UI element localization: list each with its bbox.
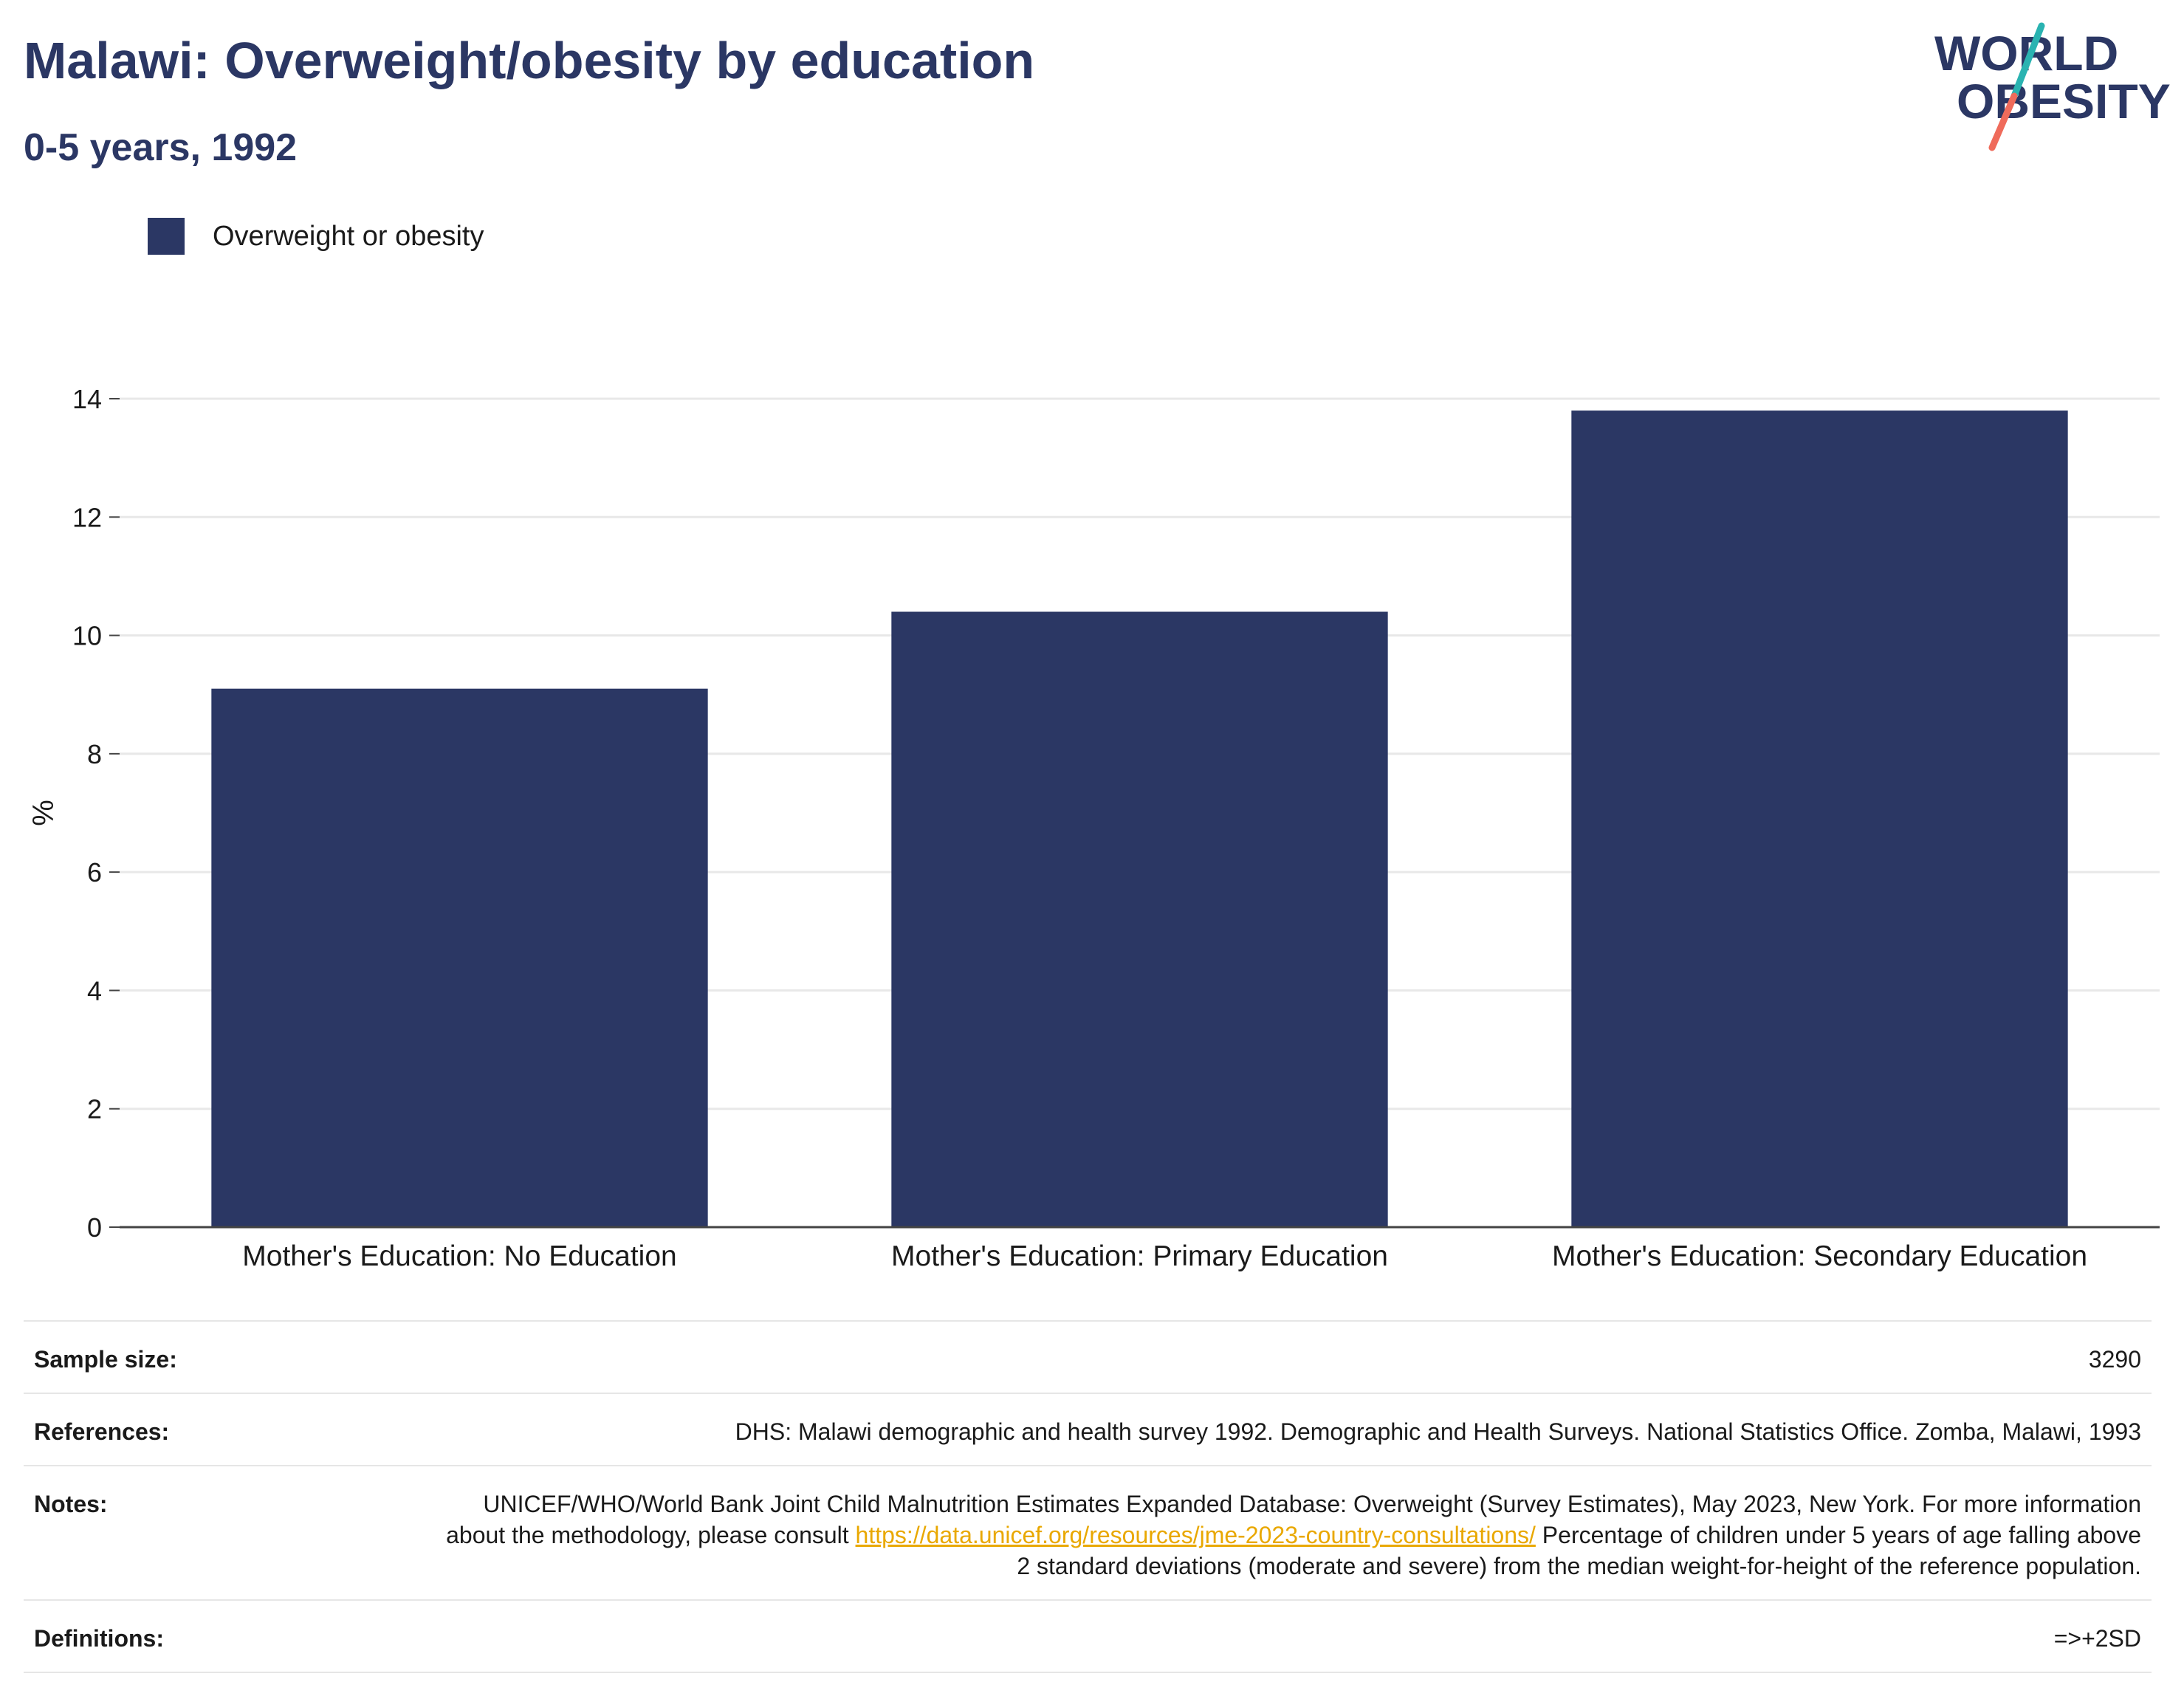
definitions-label: Definitions: [34, 1625, 164, 1652]
legend[interactable]: Overweight or obesity [148, 218, 484, 255]
notes-value: UNICEF/WHO/World Bank Joint Child Malnut… [443, 1489, 2141, 1582]
notes-text-post: Percentage of children under 5 years of … [1017, 1522, 2141, 1579]
definitions-row: Definitions: =>+2SD [24, 1599, 2152, 1673]
references-row: References: DHS: Malawi demographic and … [24, 1393, 2152, 1465]
bar[interactable] [1571, 411, 2068, 1227]
metadata-table: Sample size: 3290 References: DHS: Malaw… [24, 1320, 2152, 1673]
y-tick-label: 6 [87, 857, 102, 888]
sample-size-label: Sample size: [34, 1346, 177, 1373]
x-tick-label: Mother's Education: No Education [242, 1240, 676, 1272]
x-tick-label: Mother's Education: Secondary Education [1552, 1240, 2087, 1272]
definitions-value: =>+2SD [2053, 1625, 2141, 1652]
y-tick-label: 0 [87, 1212, 102, 1243]
y-tick-label: 14 [72, 384, 102, 414]
sample-size-value: 3290 [2088, 1346, 2141, 1373]
notes-text-pre: UNICEF/WHO/World Bank Joint Child Malnut… [446, 1491, 2141, 1548]
y-tick-label: 10 [72, 621, 102, 651]
logo-line-2: OBESITY [1957, 74, 2171, 128]
legend-swatch [148, 218, 185, 255]
chart-subtitle: 0-5 years, 1992 [24, 126, 298, 169]
y-tick-label: 4 [87, 975, 102, 1006]
y-axis-label: % [27, 800, 60, 826]
references-label: References: [34, 1418, 170, 1445]
bar[interactable] [891, 611, 1388, 1227]
legend-label: Overweight or obesity [213, 220, 484, 252]
sample-size-row: Sample size: 3290 [24, 1320, 2152, 1393]
bar[interactable] [211, 688, 708, 1227]
logo-slash-coral [1988, 92, 2018, 151]
notes-row: Notes: UNICEF/WHO/World Bank Joint Child… [24, 1465, 2152, 1599]
references-value: DHS: Malawi demographic and health surve… [735, 1418, 2141, 1445]
y-tick-label: 2 [87, 1094, 102, 1125]
notes-link[interactable]: https://data.unicef.org/resources/jme-20… [855, 1522, 1536, 1548]
chart-title: Malawi: Overweight/obesity by education [24, 32, 1035, 89]
logo-slash-teal [2010, 22, 2045, 100]
x-tick-label: Mother's Education: Primary Education [891, 1240, 1388, 1272]
bar-chart: 0 2 4 6 8 10 12 14% Mother's Education: No Educa… [27, 384, 2160, 1272]
notes-label: Notes: [34, 1491, 108, 1517]
y-tick-label: 8 [87, 739, 102, 769]
world-obesity-logo: WORLD OBESITY [1934, 22, 2171, 151]
y-tick-label: 12 [72, 502, 102, 532]
